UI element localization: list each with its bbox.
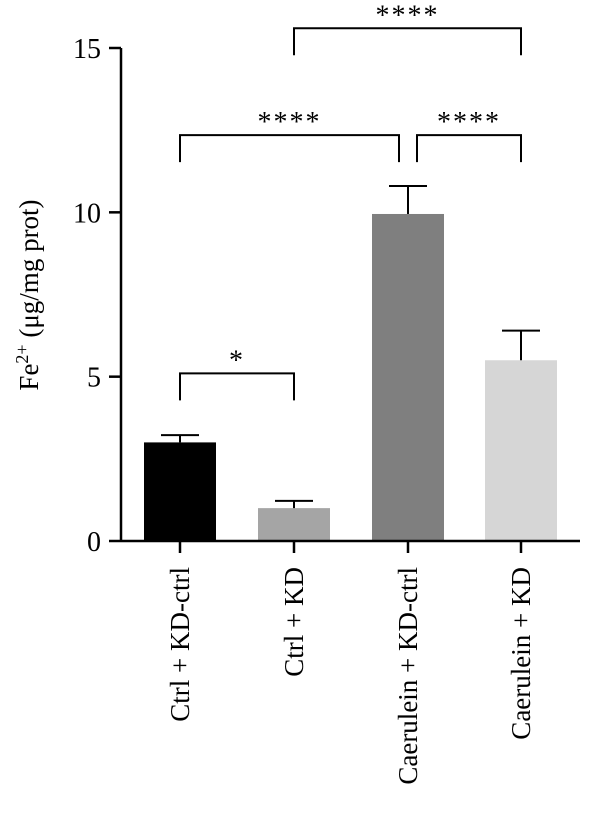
y-tick-label-2: 10 — [73, 198, 101, 229]
significance-label-3: **** — [376, 0, 440, 31]
bar-2 — [372, 213, 444, 541]
x-category-label-3: Caerulein + KD — [506, 567, 536, 740]
significance-bracket-1 — [179, 134, 400, 163]
bar-1 — [258, 508, 330, 541]
y-tick-label-3: 15 — [73, 34, 101, 65]
significance-label-1: **** — [258, 107, 322, 138]
x-category-label-0: Ctrl + KD-ctrl — [165, 567, 195, 722]
bar-3 — [485, 360, 557, 541]
x-category-label-1: Ctrl + KD — [279, 567, 309, 677]
bar-0 — [144, 442, 216, 541]
significance-bracket-3 — [293, 27, 522, 56]
significance-bracket-2 — [416, 134, 522, 163]
y-axis-label-unit: (μg/mg prot) — [14, 199, 44, 344]
y-axis-label-sup: 2+ — [12, 344, 32, 363]
significance-bracket-0 — [179, 372, 295, 401]
y-axis-label: Fe2+ (μg/mg prot) — [12, 199, 44, 390]
y-axis-label-base: Fe — [14, 364, 44, 391]
y-tick-label-0: 0 — [87, 527, 101, 558]
significance-label-2: **** — [437, 107, 501, 138]
y-tick-label-1: 5 — [87, 363, 101, 394]
significance-label-0: * — [229, 345, 245, 376]
x-category-label-2: Caerulein + KD-ctrl — [393, 567, 423, 785]
